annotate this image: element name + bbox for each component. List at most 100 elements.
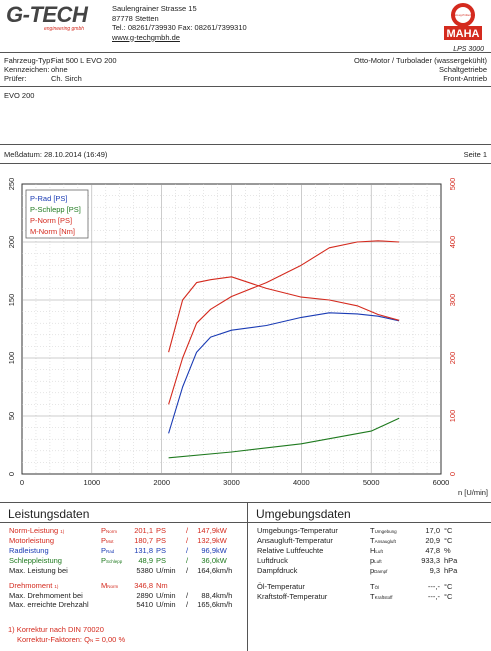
- env-value: 47,8: [425, 546, 440, 555]
- env-symbol: TAnsaugluft: [370, 536, 396, 545]
- env-value: 933,3: [421, 556, 440, 565]
- engine-line: Otto-Motor / Turbolader (wassergekühlt): [354, 56, 487, 65]
- perf-value-2: 96,9: [201, 546, 216, 555]
- vehicle-note: EVO 200: [4, 91, 35, 100]
- y-right-tick-label: 300: [448, 294, 457, 307]
- vehicle-value: ohne: [51, 65, 68, 74]
- perf-value-2: 36,0: [201, 556, 216, 565]
- env-label: Dampfdruck: [257, 566, 298, 575]
- perf-separator: /: [185, 546, 189, 555]
- series-line-p-norm-ps: [168, 240, 400, 405]
- perf-value-1: 5410: [136, 600, 153, 609]
- performance-row: Schleppleistung PSchlepp 48,9 PS / 36,0 kW: [9, 556, 234, 566]
- footnote-correction: Korrektur-Faktoren: QN = 0,00 %: [17, 635, 126, 644]
- env-value: 9,3: [429, 566, 440, 575]
- x-tick-label: 1000: [83, 478, 100, 487]
- performance-row: Radleistung PRad 131,8 PS / 96,9 kW: [9, 546, 234, 556]
- chart-legend: P-Rad [PS] P-Schlepp [PS] P-Norm [PS] M-…: [25, 189, 89, 239]
- env-unit: hPa: [444, 556, 458, 565]
- env-label: Luftdruck: [257, 556, 288, 565]
- y-left-tick-label: 150: [7, 294, 16, 307]
- env-symbol: TÖl: [370, 582, 380, 591]
- series-line-m-norm-nm: [168, 276, 400, 353]
- y-left-tick-label: 200: [7, 236, 16, 249]
- perf-symbol: PSchlepp: [101, 556, 123, 565]
- y-right-tick-label: 500: [448, 178, 457, 191]
- perf-unit-1: Nm: [156, 581, 168, 590]
- env-value: 17,0: [425, 526, 440, 535]
- perf-unit-1: PS: [156, 556, 167, 565]
- performance-table: Norm-Leistung 1) PNorm 201,1 PS/147,9 kW Motor…: [9, 526, 234, 609]
- perf-value-1: 131,8: [134, 546, 153, 555]
- environment-table: Umgebungs-Temperatur TUmgebung 17,0 °C Ansau…: [257, 526, 466, 602]
- x-tick-label: 2000: [153, 478, 170, 487]
- perf-unit-1: PS: [156, 546, 167, 555]
- environment-row: Ansaugluft-Temperatur TAnsaugluft 20,9 °C: [257, 536, 466, 546]
- perf-value-2: [192, 575, 216, 591]
- performance-section: Leistungsdaten Norm-Leistung 1) PNorm 201,1…: [0, 503, 248, 651]
- perf-separator: [182, 575, 192, 591]
- perf-value-1: 201,1: [134, 526, 153, 535]
- perf-symbol: [101, 591, 131, 600]
- env-label: Öl-Temperatur: [257, 582, 305, 591]
- perf-label: Motorleistung: [9, 536, 55, 545]
- perf-separator: /: [185, 526, 189, 535]
- perf-unit-2: kW: [216, 556, 227, 565]
- x-tick-label: 3000: [223, 478, 240, 487]
- environment-row: Kraftstoff-Temperatur TKraftstoff ---,- °C: [257, 592, 466, 602]
- legend-box: [25, 189, 89, 239]
- series-line-p-schlepp-ps: [168, 417, 400, 459]
- env-label: Umgebungs-Temperatur: [257, 526, 338, 535]
- legend-entry: P-Norm [PS]: [30, 216, 72, 225]
- legend-entry: P-Rad [PS]: [30, 194, 68, 203]
- perf-value-2: 147,9: [197, 526, 216, 535]
- perf-value-2: 164,6: [197, 566, 216, 575]
- y-left-tick-label: 50: [7, 412, 16, 420]
- env-value: ---,-: [427, 592, 440, 601]
- perf-value-1: 48,9: [138, 556, 153, 565]
- perf-value-1: 180,7: [134, 536, 153, 545]
- performance-row: Motorleistung PMot 180,7 PS / 132,9 kW: [9, 536, 234, 546]
- performance-row: Max. Leistung bei 5380 U/min / 164,6 km/h: [9, 566, 234, 575]
- address-line: Saulengrainer Strasse 15: [112, 4, 197, 13]
- environment-row: Öl-Temperatur TÖl ---,- °C: [257, 576, 466, 592]
- perf-unit-2: kW: [216, 526, 227, 535]
- perf-unit-1: PS: [156, 526, 167, 535]
- perf-symbol: PMot: [101, 536, 114, 545]
- env-label: Kraftstoff-Temperatur: [257, 592, 328, 601]
- perf-value-2: 165,6: [197, 600, 216, 609]
- company-logo: G-TECH engineering gmbh: [6, 4, 106, 36]
- maha-model: LPS 3000: [453, 46, 484, 53]
- environment-row: Dampfdruck pDampf 9,3 hPa: [257, 566, 466, 576]
- company-website[interactable]: www.g-techgmbh.de: [112, 32, 180, 42]
- perf-unit-2: km/h: [216, 566, 233, 575]
- legend-entry: M-Norm [Nm]: [30, 227, 75, 236]
- perf-label: Drehmoment 1): [9, 581, 59, 590]
- env-value: ---,-: [427, 582, 440, 591]
- perf-unit-1: U/min: [156, 566, 176, 575]
- performance-title: Leistungsdaten: [8, 507, 90, 521]
- x-tick-label: 5000: [363, 478, 380, 487]
- env-symbol: TKraftstoff: [370, 592, 393, 601]
- perf-unit-2: [216, 575, 234, 591]
- vehicle-value: Fiat 500 L EVO 200: [51, 56, 117, 65]
- perf-value-1: 5380: [136, 566, 153, 575]
- env-value: 20,9: [425, 536, 440, 545]
- vehicle-value: Ch. Sirch: [51, 74, 82, 83]
- maha-seal-text: Fahrzeug-Prüftechnik: [451, 14, 476, 17]
- address-line: 87778 Stetten: [112, 13, 159, 23]
- footnote-din: 1) Korrektur nach DIN 70020: [8, 625, 104, 634]
- vehicle-info: Fahrzeug-Typ:Fiat 500 L EVO 200 Kennzeic…: [4, 56, 117, 83]
- environment-section: Umgebungsdaten Umgebungs-Temperatur TUmge…: [248, 503, 491, 651]
- perf-unit-2: km/h: [216, 591, 233, 600]
- env-label: Ansaugluft-Temperatur: [257, 536, 333, 545]
- power-torque-chart: 0 1000 2000 3000 4000 5000 6000050100150200250…: [7, 178, 488, 497]
- perf-separator: /: [185, 600, 189, 609]
- company-address: Saulengrainer Strasse 15 87778 Stetten T…: [112, 4, 247, 42]
- perf-unit-2: km/h: [216, 600, 233, 609]
- perf-unit-2: kW: [216, 536, 227, 545]
- x-tick-label: 6000: [433, 478, 450, 487]
- perf-value-2: 88,4: [201, 591, 216, 600]
- x-axis-label: n [U/min]: [458, 488, 488, 497]
- perf-separator: /: [185, 536, 189, 545]
